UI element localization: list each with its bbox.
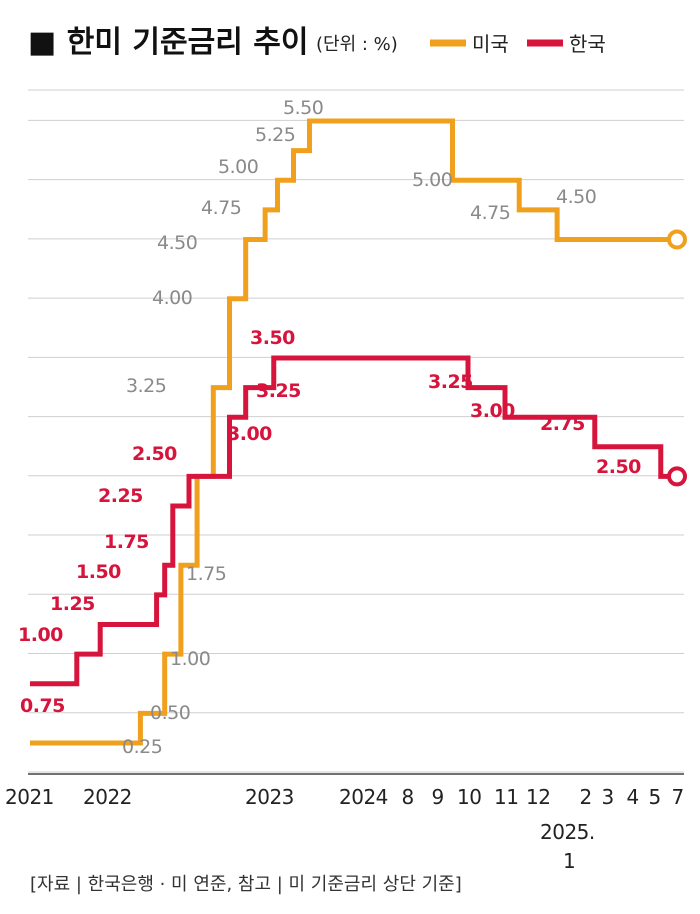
x-tick-label: 3 — [602, 785, 614, 809]
kr-rate-label: 0.75 — [20, 695, 65, 717]
x-tick-label: 2021 — [5, 785, 54, 809]
x-axis: 2021 2022 2023 2024 8 9 10 11 12 2 3 4 5 7 2025. 1 — [5, 785, 684, 873]
x-tick-label: 10 — [457, 785, 481, 809]
kr-rate-label: 1.00 — [18, 624, 63, 646]
kr-rate-label: 2.50 — [596, 456, 641, 478]
us-rate-label: 0.25 — [122, 736, 162, 758]
kr-rate-label: 1.75 — [104, 531, 149, 553]
us-rate-label: 3.25 — [126, 375, 166, 397]
us-rate-label: 4.75 — [201, 197, 241, 219]
x-tick-label: 2024 — [339, 785, 388, 809]
x-tick-label: 7 — [672, 785, 684, 809]
unit-label: (단위 : %) — [316, 34, 398, 55]
kr-rate-label: 1.25 — [50, 593, 95, 615]
x-tick-label: 2023 — [245, 785, 294, 809]
us-rate-label: 4.75 — [470, 202, 510, 224]
x-tick-label-2025: 2025. — [540, 820, 595, 844]
kr-rate-end-marker — [667, 466, 687, 487]
kr-rate-label: 1.50 — [76, 561, 121, 583]
us-rate-label: 4.00 — [152, 287, 192, 309]
legend: 미국 한국 — [430, 32, 606, 56]
kr-rate-label: 3.00 — [227, 423, 272, 445]
kr-rate-label: 2.75 — [540, 413, 585, 435]
us-rate-label: 5.50 — [283, 97, 323, 119]
series-us — [30, 118, 687, 746]
us-rate-label: 4.50 — [157, 232, 197, 254]
legend-label-us: 미국 — [472, 32, 509, 56]
series-kr — [30, 355, 687, 687]
legend-label-kr: 한국 — [569, 32, 606, 56]
x-tick-label: 4 — [627, 785, 639, 809]
x-tick-label: 11 — [494, 785, 518, 809]
x-tick-label: 9 — [432, 785, 444, 809]
us-rate-label: 1.00 — [170, 648, 210, 670]
us-rate-end-marker — [667, 229, 687, 250]
kr-rate-label: 3.25 — [428, 371, 473, 393]
us-rate-label: 1.75 — [186, 563, 226, 585]
kr-rate-label: 2.50 — [132, 443, 177, 465]
x-tick-label: 8 — [402, 785, 414, 809]
kr-rate-line — [30, 355, 677, 687]
x-tick-label: 5 — [649, 785, 661, 809]
chart-title: ■ 한미 기준금리 추이 — [28, 25, 308, 60]
us-rate-label: 4.50 — [556, 186, 596, 208]
kr-rate-label: 2.25 — [98, 485, 143, 507]
us-rate-label: 5.25 — [255, 124, 295, 146]
data-labels: 0.501.001.753.254.004.504.755.005.255.50… — [18, 97, 642, 758]
x-tick-label: 12 — [526, 785, 550, 809]
x-tick-label: 2 — [580, 785, 592, 809]
us-rate-label: 0.50 — [150, 702, 190, 724]
us-rate-line — [30, 118, 677, 746]
source-note: [자료 | 한국은행 · 미 연준, 참고 | 미 기준금리 상단 기준] — [30, 874, 462, 895]
x-tick-label: 2022 — [83, 785, 132, 809]
us-rate-label: 5.00 — [412, 169, 452, 191]
kr-rate-label: 3.00 — [470, 400, 515, 422]
us-rate-label: 5.00 — [218, 156, 258, 178]
kr-rate-label: 3.50 — [250, 327, 295, 349]
kr-rate-label: 3.25 — [256, 380, 301, 402]
x-tick-label-jan: 1 — [563, 849, 575, 873]
